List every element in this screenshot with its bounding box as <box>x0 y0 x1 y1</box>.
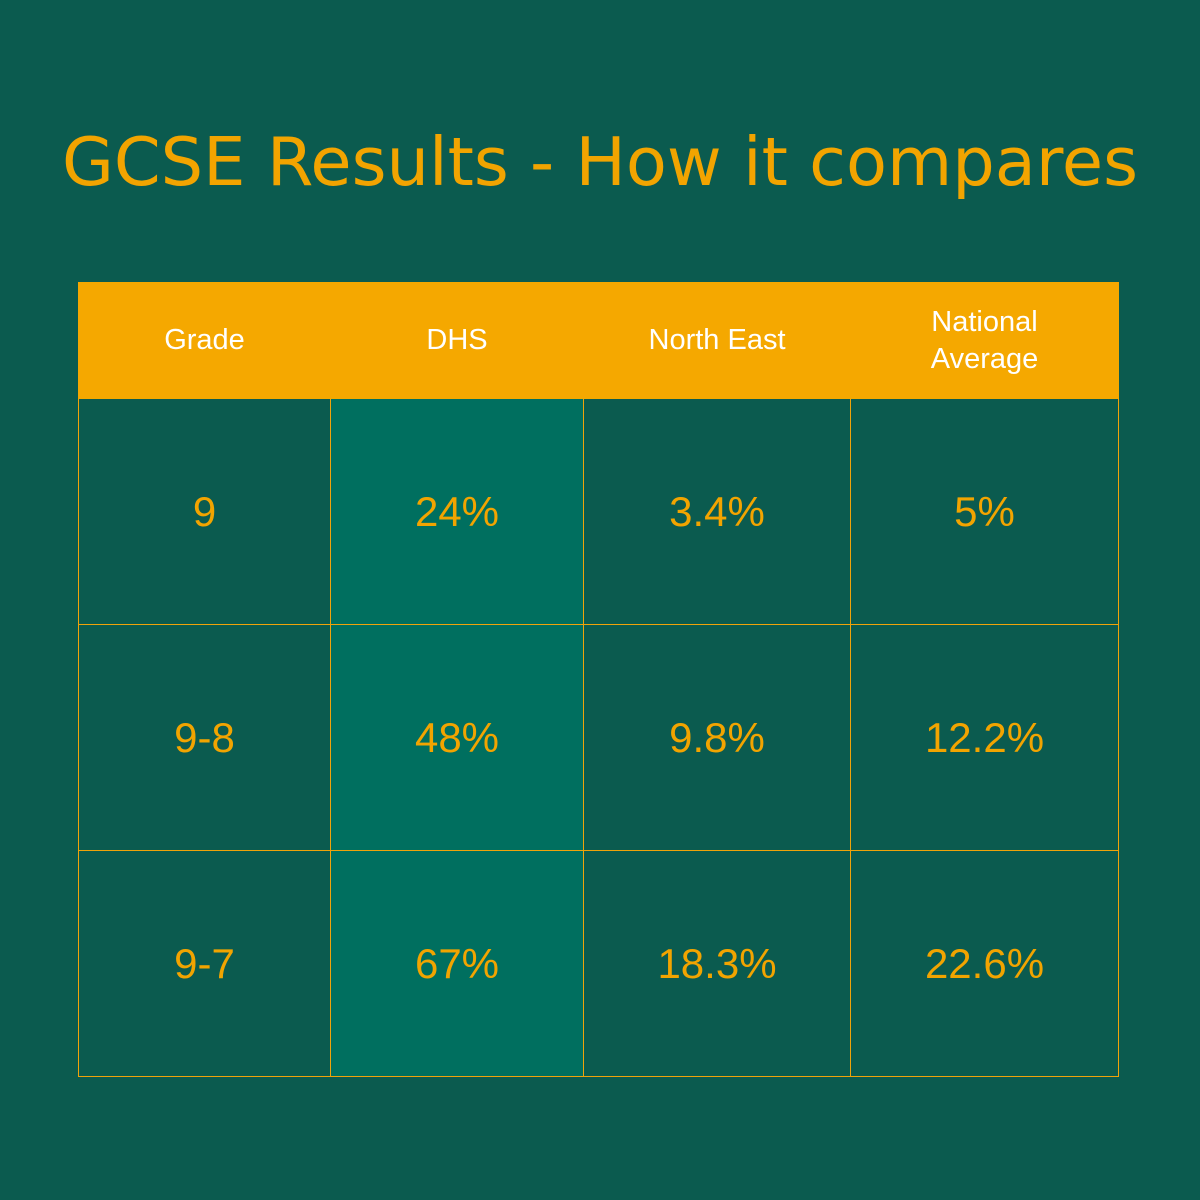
cell-national-average: 5% <box>850 398 1119 625</box>
cell-grade: 9-8 <box>78 624 331 851</box>
cell-national-average: 12.2% <box>850 624 1119 851</box>
header-national-average: National Average <box>850 282 1119 399</box>
table-header-row: Grade DHS North East National Average <box>78 282 1119 399</box>
header-grade: Grade <box>78 282 331 399</box>
cell-dhs: 67% <box>330 850 584 1077</box>
results-table: Grade DHS North East National Average 9 … <box>78 282 1119 1077</box>
cell-national-average: 22.6% <box>850 850 1119 1077</box>
cell-north-east: 3.4% <box>583 398 851 625</box>
cell-north-east: 9.8% <box>583 624 851 851</box>
cell-north-east: 18.3% <box>583 850 851 1077</box>
cell-dhs: 24% <box>330 398 584 625</box>
header-dhs: DHS <box>330 282 584 399</box>
cell-grade: 9-7 <box>78 850 331 1077</box>
cell-dhs: 48% <box>330 624 584 851</box>
header-national-average-label: National Average <box>930 305 1039 375</box>
header-north-east: North East <box>583 282 851 399</box>
table-row: 9-8 48% 9.8% 12.2% <box>78 624 1119 851</box>
table-row: 9-7 67% 18.3% 22.6% <box>78 850 1119 1077</box>
table-row: 9 24% 3.4% 5% <box>78 398 1119 625</box>
page-title: GCSE Results - How it compares <box>61 123 1139 201</box>
cell-grade: 9 <box>78 398 331 625</box>
